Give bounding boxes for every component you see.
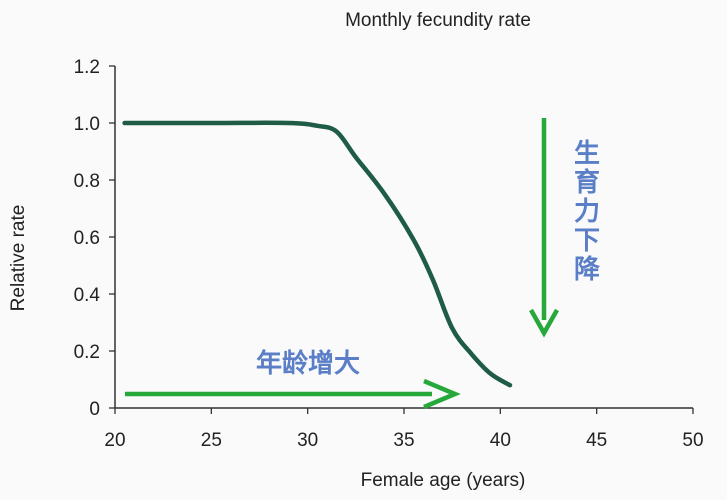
fecundity-series-line: [122, 120, 513, 388]
x-tick-label: 45: [586, 430, 607, 451]
x-tick-label: 30: [297, 430, 318, 451]
annotation-char: 降: [574, 255, 601, 285]
x-tick-label: 20: [104, 430, 125, 451]
y-tick-label: 0: [89, 399, 100, 420]
y-tick-label: 0.8: [74, 171, 100, 192]
y-tick-label: 0.2: [74, 342, 100, 363]
x-tick-label: 40: [490, 430, 511, 451]
y-tick-label: 0.6: [74, 228, 100, 249]
annotation-char: 生: [574, 139, 600, 169]
annotation-char: 力: [574, 197, 600, 227]
fertility-decline-arrowhead: [529, 308, 559, 338]
series: [122, 120, 513, 388]
axes: [114, 66, 693, 409]
y-axis-title: Relative rate: [8, 205, 29, 312]
chart-title: Monthly fecundity rate: [345, 10, 531, 31]
x-tick-label: 25: [201, 430, 222, 451]
y-tick-label: 1.2: [74, 57, 100, 78]
y-tick-label: 0.4: [74, 285, 101, 306]
x-tick-label: 35: [393, 430, 414, 451]
x-tick-label: 50: [682, 430, 703, 451]
y-tick-label: 1.0: [74, 114, 100, 135]
annotation-char: 育: [574, 167, 600, 198]
annotation-age-increase: 年龄增大: [256, 348, 360, 379]
annotation-char: 下: [574, 226, 600, 256]
age-increase-arrowhead: [423, 378, 461, 410]
annotation-arrows: [125, 118, 559, 410]
y-ticks: 0 0.2 0.4 0.6 0.8 1.0 1.2: [74, 57, 115, 420]
x-axis-title: Female age (years): [361, 470, 526, 491]
x-ticks: 20 25 30 35 40 45 50: [104, 408, 704, 451]
